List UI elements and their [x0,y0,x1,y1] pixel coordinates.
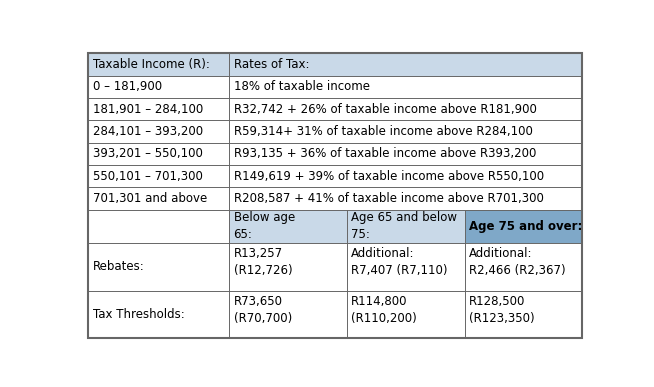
Bar [229,243,347,291]
Bar [347,210,464,243]
Text: 18% of taxable income: 18% of taxable income [233,80,370,93]
Text: R114,800
(R110,200): R114,800 (R110,200) [351,295,417,325]
Text: R128,500
(R123,350): R128,500 (R123,350) [469,295,535,325]
Bar [88,243,229,291]
Bar [229,76,583,98]
Text: 701,301 and above: 701,301 and above [93,192,207,205]
Text: 181,901 – 284,100: 181,901 – 284,100 [93,103,203,116]
Bar [88,187,229,210]
Text: Below age
65:: Below age 65: [233,211,295,241]
Bar [464,291,583,338]
Text: R73,650
(R70,700): R73,650 (R70,700) [233,295,292,325]
Text: R59,314+ 31% of taxable income above R284,100: R59,314+ 31% of taxable income above R28… [233,125,532,138]
Bar [88,76,229,98]
Bar [229,210,347,243]
Bar [229,53,583,76]
Text: Age 65 and below
75:: Age 65 and below 75: [351,211,457,241]
Text: R32,742 + 26% of taxable income above R181,900: R32,742 + 26% of taxable income above R1… [233,103,536,116]
Bar [88,210,229,243]
Bar [88,291,229,338]
Text: R13,257
(R12,726): R13,257 (R12,726) [233,247,292,277]
Text: Tax Thresholds:: Tax Thresholds: [93,308,184,321]
Bar [88,143,229,165]
Bar [229,120,583,143]
Bar [229,291,347,338]
Bar [229,143,583,165]
Bar [88,120,229,143]
Text: 393,201 – 550,100: 393,201 – 550,100 [93,147,203,160]
Text: R208,587 + 41% of taxable income above R701,300: R208,587 + 41% of taxable income above R… [233,192,543,205]
Bar [464,243,583,291]
Bar [88,53,229,76]
Text: 284,101 – 393,200: 284,101 – 393,200 [93,125,203,138]
Bar [347,291,464,338]
Text: Age 75 and over:: Age 75 and over: [469,220,583,233]
Bar [229,165,583,187]
Text: 0 – 181,900: 0 – 181,900 [93,80,162,93]
Text: Rebates:: Rebates: [93,260,145,273]
Bar [347,243,464,291]
Text: Taxable Income (R):: Taxable Income (R): [93,58,209,71]
Bar [229,98,583,120]
Bar [88,165,229,187]
Text: R93,135 + 36% of taxable income above R393,200: R93,135 + 36% of taxable income above R3… [233,147,536,160]
Text: R149,619 + 39% of taxable income above R550,100: R149,619 + 39% of taxable income above R… [233,170,543,183]
Bar [464,210,583,243]
Text: Additional:
R2,466 (R2,367): Additional: R2,466 (R2,367) [469,247,566,277]
Bar [229,187,583,210]
Text: Rates of Tax:: Rates of Tax: [233,58,309,71]
Bar [88,98,229,120]
Text: Additional:
R7,407 (R7,110): Additional: R7,407 (R7,110) [351,247,448,277]
Text: 550,101 – 701,300: 550,101 – 701,300 [93,170,203,183]
